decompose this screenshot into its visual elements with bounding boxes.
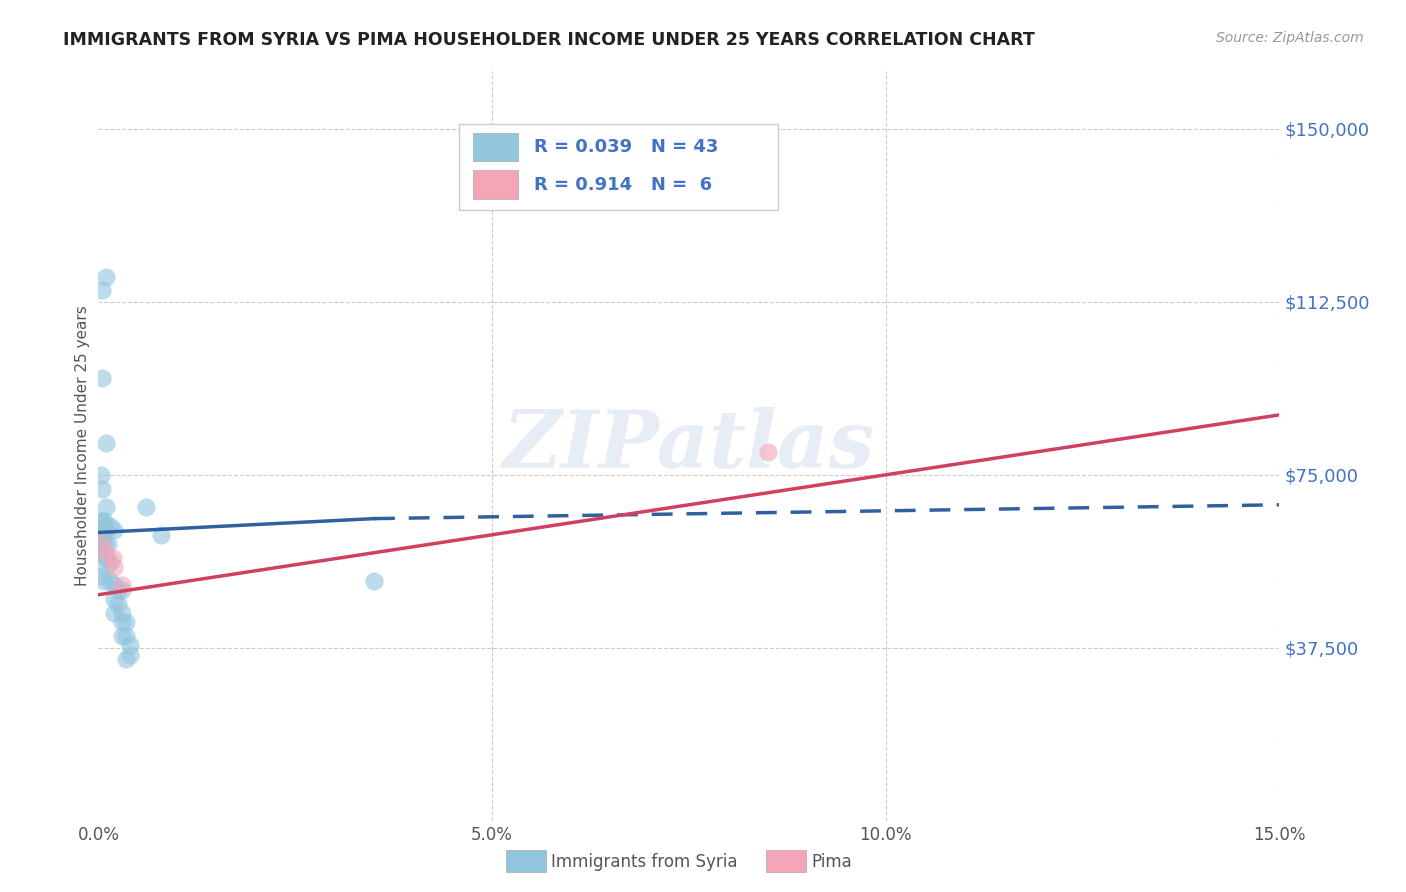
Point [90, 514, 112, 528]
Point [111, 578, 134, 592]
Point [96, 269, 118, 284]
Point [103, 523, 125, 537]
Point [90, 569, 112, 583]
Point [89, 528, 111, 542]
Text: Immigrants from Syria: Immigrants from Syria [551, 853, 738, 871]
Point [93, 537, 115, 551]
Point [111, 629, 134, 643]
Point [107, 597, 129, 611]
Point [91, 482, 114, 496]
Point [363, 574, 385, 588]
Point [103, 560, 125, 574]
Point [115, 629, 138, 643]
Point [90, 528, 112, 542]
Point [115, 652, 138, 666]
Point [111, 606, 134, 620]
Point [118, 639, 141, 653]
Text: R = 0.914   N =  6: R = 0.914 N = 6 [534, 176, 713, 194]
Point [118, 648, 141, 662]
Point [96, 560, 118, 574]
Point [90, 467, 112, 482]
Text: R = 0.039   N = 43: R = 0.039 N = 43 [534, 138, 718, 156]
Point [96, 550, 118, 565]
Point [107, 583, 129, 598]
Point [103, 592, 125, 607]
Point [97, 537, 120, 551]
Text: IMMIGRANTS FROM SYRIA VS PIMA HOUSEHOLDER INCOME UNDER 25 YEARS CORRELATION CHAR: IMMIGRANTS FROM SYRIA VS PIMA HOUSEHOLDE… [63, 31, 1035, 49]
Point [89, 514, 111, 528]
Text: Pima: Pima [811, 853, 852, 871]
FancyBboxPatch shape [458, 124, 778, 210]
Point [96, 500, 118, 514]
Point [91, 284, 114, 298]
Point [93, 574, 115, 588]
Point [756, 444, 779, 458]
Text: Source: ZipAtlas.com: Source: ZipAtlas.com [1216, 31, 1364, 45]
Point [91, 537, 114, 551]
Point [91, 371, 114, 385]
FancyBboxPatch shape [472, 133, 517, 161]
Text: ZIPatlas: ZIPatlas [503, 408, 875, 484]
Point [103, 606, 125, 620]
Point [98, 556, 121, 570]
FancyBboxPatch shape [472, 170, 517, 199]
Y-axis label: Householder Income Under 25 years: Householder Income Under 25 years [75, 306, 90, 586]
Point [135, 500, 157, 514]
Point [111, 583, 134, 598]
Point [89, 546, 111, 560]
Point [98, 574, 121, 588]
Point [91, 546, 114, 560]
Point [93, 514, 115, 528]
Point [96, 435, 118, 450]
Point [98, 518, 121, 533]
Point [96, 523, 118, 537]
Point [150, 528, 173, 542]
Point [115, 615, 138, 630]
Point [96, 546, 118, 560]
Point [101, 550, 124, 565]
Point [90, 537, 112, 551]
Point [111, 615, 134, 630]
Point [103, 578, 125, 592]
